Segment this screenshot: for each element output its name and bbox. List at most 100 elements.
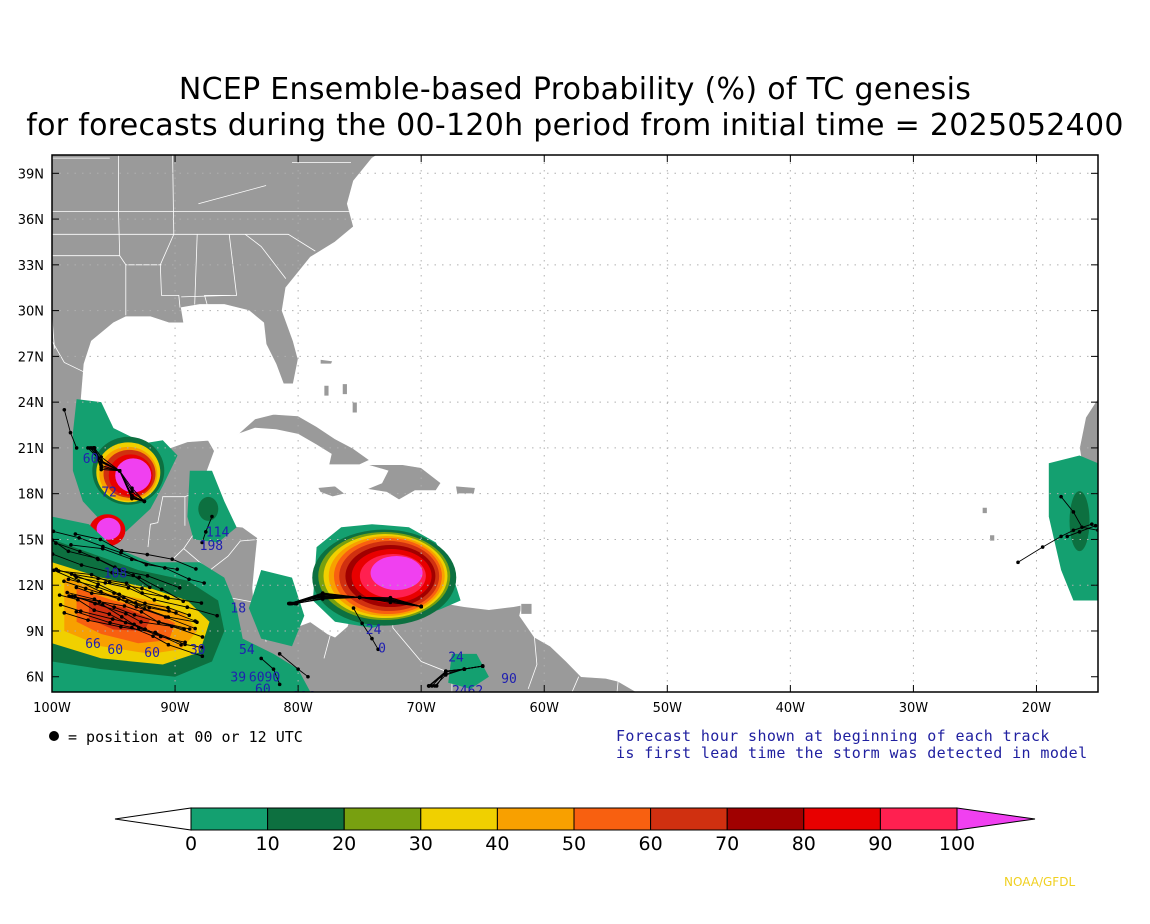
panama-track-2-pt-1: [296, 667, 300, 671]
epac-track-2-pt-5: [215, 613, 219, 618]
country-border-0: [52, 340, 87, 374]
epac-track-21: [76, 586, 197, 623]
epac-track-19-pt-5: [187, 627, 192, 631]
epac-track-14-pt-5: [177, 585, 182, 590]
gulf-track-2-pt-1: [99, 455, 104, 459]
epac-track-13: [52, 539, 151, 588]
cuba: [237, 413, 371, 466]
lat-label-6N: 6N: [26, 671, 44, 686]
epac-track-9-pt-3: [139, 620, 143, 624]
epac-track-13-pt-1: [66, 549, 71, 554]
lat-label-12N: 12N: [18, 579, 44, 594]
epac-track-3-pt-3: [139, 610, 144, 614]
lon-label-40W: 40W: [776, 701, 806, 716]
forecast-hour-label-19: 2462: [452, 684, 483, 699]
epac-track-20-pt-1: [78, 609, 83, 613]
lon-label-50W: 50W: [653, 701, 683, 716]
bahamas-2: [323, 385, 330, 397]
epac-track-11: [75, 533, 197, 570]
epac-track-16-pt-3: [124, 599, 129, 604]
africa-track-2-pt-0: [1059, 494, 1063, 499]
epac-track-1-pt-3: [143, 601, 147, 606]
epac-track-2-pt-0: [74, 575, 79, 580]
epac-track-15-pt-5: [183, 640, 187, 645]
epac-track-11-pt-5: [194, 567, 198, 571]
carib-prob-100: [370, 556, 423, 591]
lon-label-100W: 100W: [33, 701, 71, 716]
epac-track-7-pt-3: [140, 586, 144, 591]
gulf-track-north-pt-1: [68, 430, 73, 435]
colorbar-bin-6: [650, 807, 728, 831]
honduras-prob-20: [198, 496, 219, 521]
state-boundary-2: [194, 234, 198, 305]
carib-track-9-pt-0: [288, 601, 293, 606]
colorbar-tick-10: 10: [256, 833, 280, 855]
colorbar-bin-3: [420, 807, 498, 831]
position-dot-icon: [49, 731, 59, 741]
map-frame: [51, 154, 1099, 693]
epac-track-20-pt-4: [154, 631, 158, 636]
epac-track-21-pt-2: [121, 595, 126, 600]
epac-track-19-pt-1: [92, 597, 97, 602]
forecast-hour-label-9: 60: [144, 646, 160, 661]
epac-track-12-pt-3: [137, 575, 142, 580]
trinidad: [520, 603, 533, 615]
carib-track-8-pt-1: [320, 597, 325, 601]
epac-track-4-pt-1: [76, 597, 80, 602]
epac-track-4-pt-3: [107, 612, 112, 616]
country-border-7: [323, 635, 331, 659]
forecast-hour-label-17: 24: [448, 650, 464, 665]
epac-track-21-pt-4: [166, 615, 171, 619]
epac-track-1: [74, 574, 190, 616]
epac-track-21-pt-3: [142, 607, 147, 611]
epac-track-19-pt-4: [157, 620, 161, 624]
epac-track-4: [59, 594, 146, 630]
epac-track-9: [74, 596, 203, 638]
venez-track-5-pt-2: [462, 667, 467, 671]
latitude-labels: 39N 36N 33N 30N 27N 24N 21N 18N 15N 12N 9N 6N: [18, 167, 44, 685]
epac-track-18-pt-0: [74, 609, 79, 614]
epac-track-16-pt-0: [52, 568, 56, 573]
genesis-probability-shading: [52, 399, 1098, 692]
africa-track-2: [1060, 496, 1098, 531]
epac-track-10-pt-2: [129, 557, 134, 562]
cape-verde-1: [981, 507, 988, 514]
colorbar-tick-30: 30: [409, 833, 433, 855]
epac-track-7-pt-1: [89, 572, 94, 577]
colorbar-bin-4: [496, 807, 575, 831]
colorbar-bin-2: [343, 807, 422, 831]
bahamas-4: [351, 401, 358, 414]
colorbar-tick-80: 80: [792, 833, 816, 855]
epac-track-11-pt-4: [170, 557, 175, 561]
africa-track-1-pt-0: [1016, 560, 1020, 565]
colorbar-over-arrow: [956, 807, 1036, 831]
epac-track-14-pt-3: [118, 568, 122, 573]
venez-track-5-pt-0: [433, 684, 437, 688]
forecast-hour-label-8: 60: [107, 643, 123, 658]
forecast-hour-label-2: 108: [104, 567, 127, 582]
honduras-track-1-pt-1: [204, 530, 208, 534]
epac-track-6-pt-1: [83, 586, 88, 591]
epac-track-2-pt-2: [126, 586, 131, 590]
lat-label-27N: 27N: [18, 350, 44, 365]
epac-track-20: [60, 604, 182, 646]
colorbar-bin-1: [267, 807, 345, 831]
epac-track-9-pt-5: [200, 635, 205, 639]
lat-label-9N: 9N: [26, 625, 44, 640]
forecast-hour-label-14: 196: [292, 690, 315, 705]
epac-track-19: [67, 592, 190, 630]
epac-track-6-pt-3: [134, 605, 139, 609]
forecast-hour-label-6: 54: [239, 643, 255, 658]
epac-track-18-pt-1: [108, 620, 112, 625]
epac-track-4-pt-0: [57, 593, 62, 597]
carib-track-south-pt-3: [376, 647, 380, 652]
epac-track-2-pt-1: [103, 581, 108, 585]
storm-tracks: [52, 407, 1098, 688]
colorbar-tick-20: 20: [332, 833, 356, 855]
colorbar: 0 10 20 30 40 50 60 70 80 90 100: [114, 807, 1036, 855]
epac-track-10-pt-4: [187, 577, 191, 582]
epac-track-20-pt-3: [132, 622, 136, 627]
forecast-hour-label-15: 24: [366, 623, 382, 638]
epac-track-13-pt-4: [131, 573, 135, 578]
